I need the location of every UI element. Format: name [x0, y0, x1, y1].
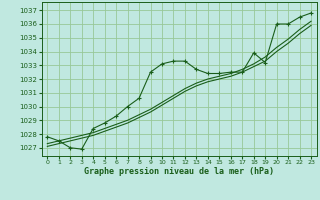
- X-axis label: Graphe pression niveau de la mer (hPa): Graphe pression niveau de la mer (hPa): [84, 167, 274, 176]
